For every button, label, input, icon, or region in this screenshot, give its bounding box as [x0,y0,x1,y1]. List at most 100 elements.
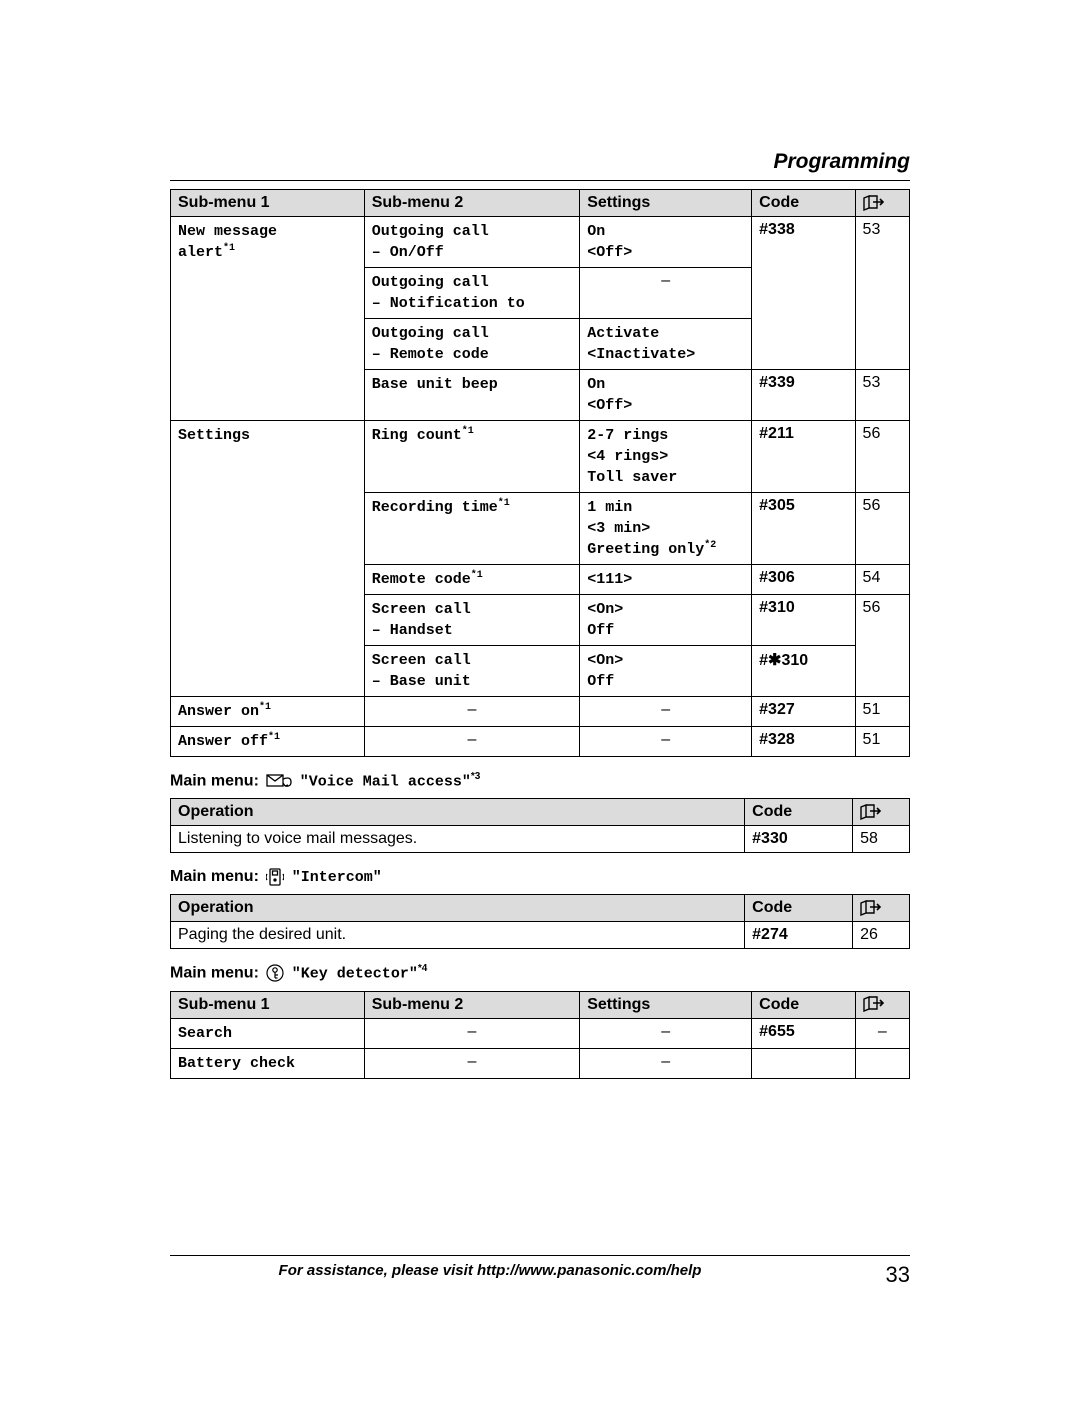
cell-page: 56 [855,595,909,697]
header-settings: Settings [580,991,752,1018]
key-detector-icon [266,964,284,982]
cell-sm2: – [364,1048,579,1078]
cell-code: #✱310 [752,646,855,697]
keydetector-table: Sub-menu 1 Sub-menu 2 Settings Code Sear… [170,991,910,1079]
cell-code: #310 [752,595,855,646]
menu-label-text: "Key detector" [292,966,418,983]
cell-page: 56 [855,421,909,493]
cell-sm2: – [364,697,579,727]
table-row: Listening to voice mail messages. #330 5… [171,826,910,853]
cell-sm1: Answer on*1 [171,697,365,727]
cell-code: #339 [752,370,855,421]
cell-page [855,1048,909,1078]
table-row: Paging the desired unit. #274 26 [171,922,910,949]
menu-sup: *4 [418,963,427,974]
cell-code: #330 [745,826,853,853]
cell-page: 51 [855,697,909,727]
section-title: Programming [170,150,910,174]
table-row: Search – – #655 – [171,1018,910,1048]
main-menu-voicemail: Main menu: "Voice Mail access"*3 [170,771,910,792]
cell-code: #305 [752,493,855,565]
menu-prefix: Main menu: [170,868,263,885]
page-footer: For assistance, please visit http://www.… [170,1255,910,1288]
cell-settings: On<Off> [580,217,752,268]
table-row: Settings Ring count*1 2-7 rings<4 rings>… [171,421,910,493]
cell-sm1: New messagealert*1 [171,217,365,421]
cell-code: #211 [752,421,855,493]
cell-page: 53 [855,217,909,370]
header-page-icon [855,991,909,1018]
cell-sm2: Outgoing call– Remote code [364,319,579,370]
cell-sm1: Battery check [171,1048,365,1078]
cell-page: 54 [855,565,909,595]
cell-settings: 2-7 rings<4 rings>Toll saver [580,421,752,493]
table-header-row: Sub-menu 1 Sub-menu 2 Settings Code [171,190,910,217]
cell-code: #306 [752,565,855,595]
cell-page: 53 [855,370,909,421]
cell-settings: <On>Off [580,646,752,697]
cell-sm2: Remote code*1 [364,565,579,595]
header-page-icon [855,190,909,217]
menu-prefix: Main menu: [170,772,263,789]
cell-sm2: Screen call– Base unit [364,646,579,697]
header-settings: Settings [580,190,752,217]
cell-code: #328 [752,727,855,757]
header-operation: Operation [171,895,745,922]
table-header-row: Sub-menu 1 Sub-menu 2 Settings Code [171,991,910,1018]
cell-code: #655 [752,1018,855,1048]
cell-page: 58 [853,826,910,853]
header-code: Code [752,190,855,217]
cell-settings: – [580,268,752,319]
cell-settings: Activate<Inactivate> [580,319,752,370]
header-submenu1: Sub-menu 1 [171,991,365,1018]
main-menu-keydetector: Main menu: "Key detector"*4 [170,963,910,984]
main-menu-intercom: Main menu: "Intercom" [170,867,910,888]
cell-page: – [855,1018,909,1048]
cell-sm2: – [364,1018,579,1048]
cell-sm1: Answer off*1 [171,727,365,757]
page-number: 33 [886,1262,910,1288]
cell-sm2: Outgoing call– On/Off [364,217,579,268]
cell-sm2: Outgoing call– Notification to [364,268,579,319]
cell-sm2: Ring count*1 [364,421,579,493]
page-ref-icon [863,195,885,211]
page-ref-icon [863,996,885,1012]
footer-text: For assistance, please visit http://www.… [170,1262,810,1279]
page-ref-icon [860,804,882,820]
header-operation: Operation [171,799,745,826]
page-ref-icon [860,900,882,916]
cell-operation: Listening to voice mail messages. [171,826,745,853]
cell-settings: <On>Off [580,595,752,646]
table-row: Battery check – – [171,1048,910,1078]
header-code: Code [745,895,853,922]
intercom-table: Operation Code Paging the desired unit. … [170,894,910,949]
table-header-row: Operation Code [171,895,910,922]
cell-settings: – [580,697,752,727]
header-code: Code [745,799,853,826]
table-row: Answer on*1 – – #327 51 [171,697,910,727]
cell-settings: On<Off> [580,370,752,421]
cell-page: 56 [855,493,909,565]
cell-settings: – [580,1048,752,1078]
table-header-row: Operation Code [171,799,910,826]
table-row: New messagealert*1 Outgoing call– On/Off… [171,217,910,268]
cell-settings: <111> [580,565,752,595]
menu-prefix: Main menu: [170,965,263,982]
divider [170,180,910,181]
header-page-icon [853,799,910,826]
header-code: Code [752,991,855,1018]
header-submenu2: Sub-menu 2 [364,991,579,1018]
voicemail-icon [266,772,292,790]
menu-sup: *3 [471,771,480,782]
cell-code: #274 [745,922,853,949]
header-submenu2: Sub-menu 2 [364,190,579,217]
cell-page: 51 [855,727,909,757]
cell-settings: – [580,727,752,757]
cell-operation: Paging the desired unit. [171,922,745,949]
voicemail-table: Operation Code Listening to voice mail m… [170,798,910,853]
table-row: Answer off*1 – – #328 51 [171,727,910,757]
cell-code [752,1048,855,1078]
header-page-icon [853,895,910,922]
cell-sm2: Recording time*1 [364,493,579,565]
menu-label-text: "Intercom" [292,869,382,886]
